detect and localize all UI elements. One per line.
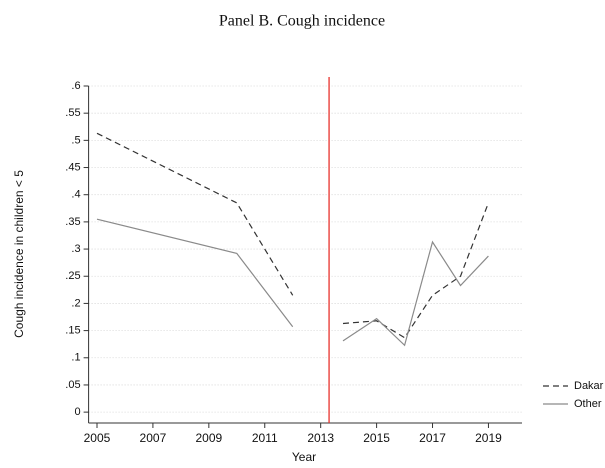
y-tick-label: .6: [71, 80, 80, 92]
y-tick-label: .25: [65, 270, 80, 282]
x-tick-label: 2019: [475, 431, 502, 445]
x-tick-label: 2013: [307, 431, 334, 445]
y-axis-label: Cough incidence in children < 5: [12, 170, 26, 338]
series-line: [96, 218, 489, 347]
y-tick-label: .05: [65, 379, 80, 391]
y-tick-label: .4: [71, 189, 80, 201]
chart-title: Panel B. Cough incidence: [219, 13, 385, 30]
x-tick-label: 2009: [195, 431, 222, 445]
x-tick-label: 2015: [363, 431, 390, 445]
x-tick-label: 2011: [252, 431, 278, 445]
y-tick-label: 0: [74, 406, 80, 418]
series-line: [96, 132, 489, 339]
y-tick-label: .15: [65, 325, 80, 337]
y-tick-label: .35: [65, 216, 80, 228]
legend-label: Other: [574, 398, 602, 410]
y-tick-label: .45: [65, 161, 80, 173]
x-tick-label: 2017: [419, 431, 446, 445]
x-tick-label: 2005: [84, 431, 111, 445]
legend-label: Dakar: [574, 380, 604, 392]
y-tick-label: .55: [65, 107, 80, 119]
y-tick-label: .5: [71, 134, 80, 146]
x-axis-label: Year: [292, 450, 316, 464]
y-tick-label: .2: [71, 297, 80, 309]
y-tick-label: .1: [71, 352, 80, 364]
x-tick-label: 2007: [140, 431, 167, 445]
y-tick-label: .3: [71, 243, 80, 255]
